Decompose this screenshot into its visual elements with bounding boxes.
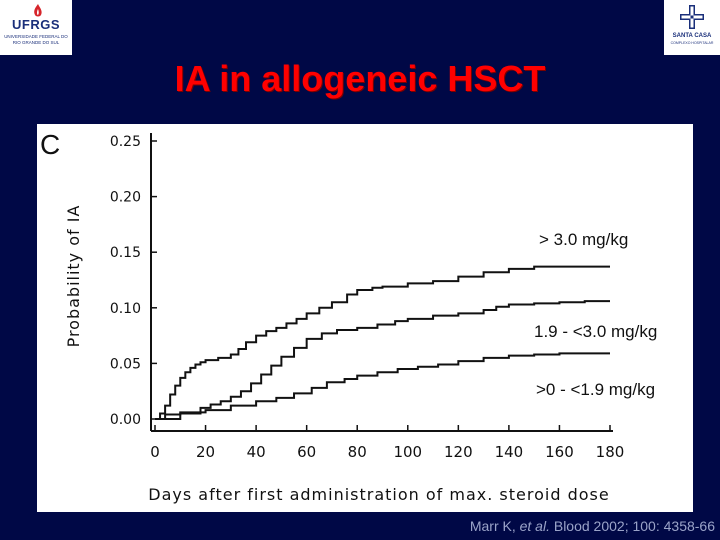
- chart-panel: C Probability of IA Days after first adm…: [37, 124, 693, 512]
- citation-authors: Marr K,: [469, 518, 520, 534]
- santa-casa-name: SANTA CASA: [672, 33, 712, 39]
- citation-journal: Blood 2002; 100: 4358-66: [549, 518, 715, 534]
- x-tick-label: 160: [545, 443, 574, 461]
- series-labels: > 3.0 mg/kg 1.9 - <3.0 mg/kg >0 - <1.9 mg/…: [534, 230, 657, 399]
- y-axis-ticks: 0.00 0.05 0.10 0.15 0.20 0.25: [110, 134, 157, 428]
- series-line-low-dose: [155, 352, 610, 420]
- y-axis-label: Probability of IA: [64, 205, 83, 348]
- x-tick-label: 60: [297, 443, 316, 461]
- y-tick-label: 0.15: [110, 245, 141, 261]
- ufrgs-brand: UFRGS: [12, 17, 60, 32]
- x-tick-label: 140: [495, 443, 524, 461]
- x-tick-label: 0: [150, 443, 160, 461]
- panel-label: C: [40, 129, 60, 160]
- series-label-mid-dose: 1.9 - <3.0 mg/kg: [534, 322, 657, 341]
- x-tick-label: 120: [444, 443, 473, 461]
- x-tick-label: 180: [596, 443, 625, 461]
- ufrgs-logo: UFRGS UNIVERSIDADE FEDERAL DO RIO GRANDE…: [0, 0, 72, 55]
- ufrgs-subtitle: UNIVERSIDADE FEDERAL DO RIO GRANDE DO SU…: [4, 34, 68, 45]
- probability-chart: C Probability of IA Days after first adm…: [40, 129, 657, 504]
- series-lines: [155, 265, 610, 420]
- x-tick-label: 40: [247, 443, 266, 461]
- x-tick-label: 100: [393, 443, 422, 461]
- x-tick-label: 80: [348, 443, 367, 461]
- x-axis-label: Days after first administration of max. …: [148, 485, 609, 504]
- citation: Marr K, et al. Blood 2002; 100: 4358-66: [380, 518, 715, 534]
- y-tick-label: 0.10: [110, 301, 141, 317]
- y-tick-label: 0.20: [110, 190, 141, 206]
- y-tick-label: 0.25: [110, 134, 141, 150]
- series-label-low-dose: >0 - <1.9 mg/kg: [536, 380, 655, 399]
- chart-axes: [150, 133, 613, 432]
- citation-etal: et al.: [519, 518, 550, 534]
- y-tick-label: 0.00: [110, 412, 141, 428]
- series-line-high-dose: [155, 265, 610, 420]
- slide-title: IA in allogeneic HSCT: [174, 58, 546, 99]
- santa-casa-cross-icon: [680, 5, 704, 29]
- y-tick-label: 0.05: [110, 356, 141, 372]
- x-axis-ticks: 0 20 40 60 80 100 120 140 160 180: [150, 425, 624, 461]
- santa-casa-tagline: COMPLEXO HOSPITALAR: [670, 41, 714, 45]
- x-tick-label: 20: [196, 443, 215, 461]
- santa-casa-logo: SANTA CASA COMPLEXO HOSPITALAR: [664, 0, 720, 55]
- series-label-high-dose: > 3.0 mg/kg: [539, 230, 628, 249]
- series-line-mid-dose: [155, 300, 610, 420]
- ufrgs-flame-icon: [34, 4, 42, 17]
